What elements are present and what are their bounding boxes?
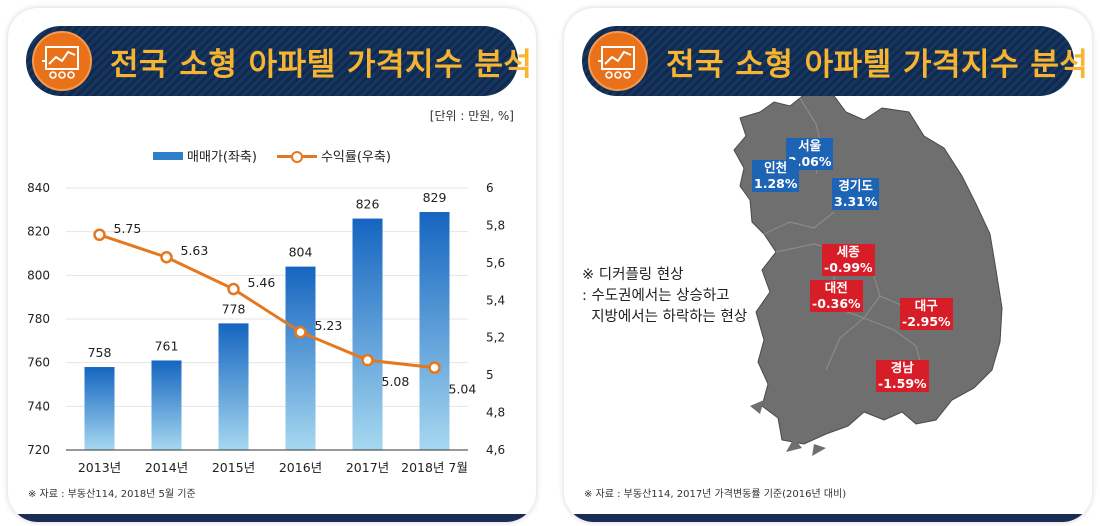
legend-line-swatch [276,150,317,163]
y-tick-label: 780 [27,312,50,326]
yield-point [160,250,173,264]
region-name: 대전 [810,280,863,296]
yield-value-label: 5.46 [248,275,276,290]
chart-panel: 전국 소형 아파텔 가격지수 분석 [단위 : 만원, %] 매매가(좌축) 수… [8,8,536,522]
unit-label: [단위 : 만원, %] [429,109,514,123]
region-name: 경남 [876,360,929,376]
x-tick-label: 2017년 [346,460,389,475]
yield-value-label: 5.63 [181,243,209,258]
y-tick-label: 740 [27,399,50,413]
bar [151,360,182,450]
y-tick-label: 720 [27,443,50,457]
y-tick-label: 840 [27,181,50,195]
y2-tick-label: 5,2 [486,331,505,345]
bar-value-label: 761 [155,338,179,353]
y-tick-label: 820 [27,225,50,239]
region-incheon: 인천 1.28% [752,160,800,192]
yield-value-label: 5.75 [114,221,142,236]
yield-point [294,325,307,339]
yield-value-label: 5.04 [449,382,477,397]
bar-value-label: 826 [356,197,380,212]
yield-value-label: 5.23 [315,318,343,333]
yield-point [428,361,441,374]
y-tick-label: 800 [27,268,50,282]
y-tick-label: 760 [27,356,50,370]
region-name: 대구 [900,298,953,314]
y2-tick-label: 6 [486,181,494,195]
legend-bar-swatch [153,151,183,160]
panel-bottom-bar [564,514,1092,522]
bar [419,212,450,450]
region-value: -2.95% [900,314,953,330]
region-value: 3.31% [832,194,880,210]
yield-point [93,228,106,242]
bar [352,218,383,450]
region-gyeongnam: 경남 -1.59% [876,360,929,392]
bar [84,367,115,450]
bar [218,323,249,450]
map-panel: 전국 소형 아파텔 가격지수 분석 서울 3.06% 인천 1.28% 경기도 … [564,8,1092,522]
y2-tick-label: 4,6 [486,443,505,457]
yield-point [227,282,240,296]
region-name: 서울 [786,138,834,154]
region-name: 세종 [822,244,875,260]
bar [285,266,316,450]
title-banner: 전국 소형 아파텔 가격지수 분석 [582,26,1088,96]
region-value: -0.99% [822,260,875,276]
source-note: ※ 자료 : 부동산114, 2018년 5월 기준 [28,489,196,500]
chart-trend-icon [32,31,92,91]
panel-bottom-bar [8,514,536,522]
bar-value-label: 829 [423,190,447,205]
islands [750,400,826,456]
region-name: 경기도 [832,178,880,194]
region-value: 1.28% [752,176,800,192]
region-value: -1.59% [876,376,929,392]
bar-value-label: 758 [88,345,112,360]
region-gyeonggi: 경기도 3.31% [832,178,880,210]
x-tick-label: 2013년 [78,460,121,475]
combo-chart: 758 761 778 804 826 829 5.75 5.63 5.46 5.23 5.08 5… [27,181,505,475]
region-daejeon: 대전 -0.36% [810,280,863,312]
region-daegu: 대구 -2.95% [900,298,953,330]
x-tick-label: 2016년 [279,460,322,475]
yield-point [361,353,374,367]
region-value: -0.36% [810,296,863,312]
region-seoul: 서울 3.06% [786,138,834,170]
bar-value-label: 804 [289,245,313,260]
title-banner: 전국 소형 아파텔 가격지수 분석 [26,26,532,96]
y2-tick-label: 5 [486,368,494,382]
legend-bar-label: 매매가(좌축) [187,150,257,165]
bar-value-label: 778 [222,301,246,316]
y2-tick-label: 5,6 [486,256,505,270]
decoupling-note: ※ 디커플링 현상 : 수도권에서는 상승하고 지방에서는 하락하는 현상 [582,267,748,325]
chart-legend: 매매가(좌축) 수익률(우축) [153,146,391,165]
page-title: 전국 소형 아파텔 가격지수 분석 [110,47,533,83]
legend-line-label: 수익률(우축) [320,150,391,165]
page-title: 전국 소형 아파텔 가격지수 분석 [666,47,1089,83]
source-note: ※ 자료 : 부동산114, 2017년 가격변동률 기준(2016년 대비) [584,489,847,500]
y2-tick-label: 4,8 [486,406,505,420]
yield-line [99,233,435,370]
chart-trend-icon [588,31,648,91]
y2-tick-label: 5,8 [486,218,505,232]
x-tick-label: 2015년 [212,460,255,475]
region-sejong: 세종 -0.99% [822,244,875,276]
yield-value-label: 5.08 [382,374,410,389]
x-tick-label: 2018년 7월 [401,460,468,475]
region-name: 인천 [752,160,800,176]
x-tick-label: 2014년 [145,460,188,475]
y2-tick-label: 5,4 [486,293,505,307]
